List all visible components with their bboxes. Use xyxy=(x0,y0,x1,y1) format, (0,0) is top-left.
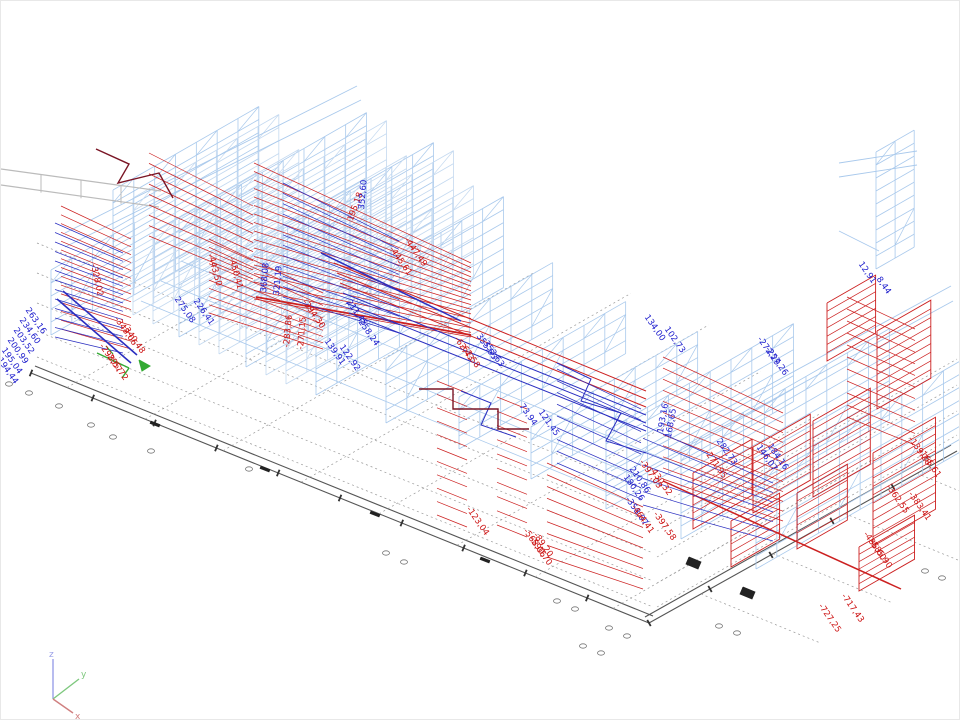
force-diagrams-red xyxy=(60,152,936,592)
axis-triad: z y x xyxy=(49,650,87,720)
axis-y-label: y xyxy=(81,670,87,680)
force-diagrams-blue xyxy=(54,182,774,542)
reference-polylines xyxy=(95,148,529,430)
scaffold-wireframe xyxy=(1,85,959,570)
ground-plan xyxy=(5,238,959,656)
axis-z-label: z xyxy=(49,650,54,660)
support-marks xyxy=(96,345,151,379)
axis-x-label: x xyxy=(75,712,81,720)
